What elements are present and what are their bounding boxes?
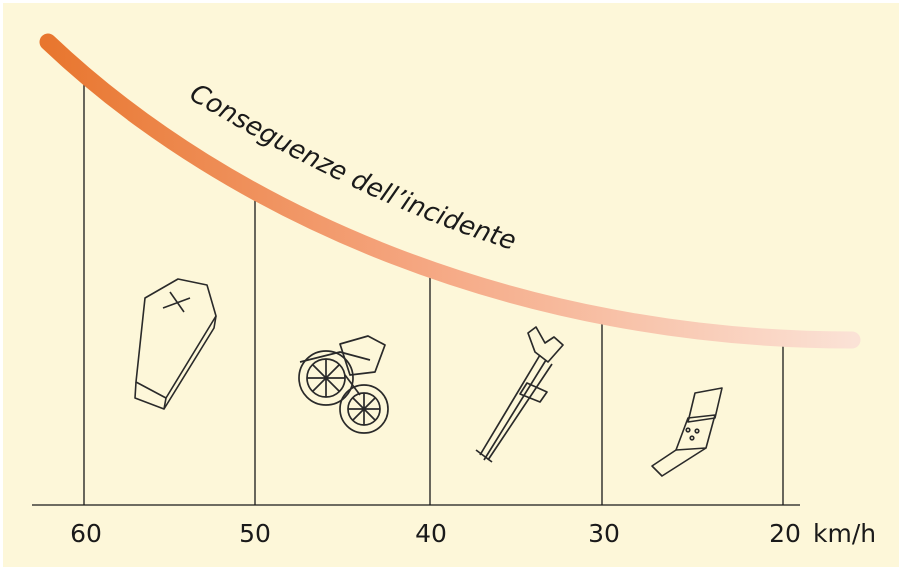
tick-label-30: 30 bbox=[588, 519, 620, 548]
wheelchair-icon bbox=[298, 335, 389, 434]
speed-tick-labels: 60 50 40 30 20 bbox=[70, 519, 801, 548]
bandage-icon bbox=[651, 387, 723, 477]
speed-lines bbox=[83, 83, 784, 505]
tick-label-50: 50 bbox=[239, 519, 271, 548]
speed-unit-label: km/h bbox=[813, 519, 876, 548]
coffin-icon bbox=[134, 278, 217, 410]
tick-label-40: 40 bbox=[415, 519, 447, 548]
consequence-curve bbox=[39, 33, 861, 349]
tick-label-60: 60 bbox=[70, 519, 102, 548]
tick-label-20: 20 bbox=[769, 519, 801, 548]
crutch-icon bbox=[475, 326, 564, 463]
